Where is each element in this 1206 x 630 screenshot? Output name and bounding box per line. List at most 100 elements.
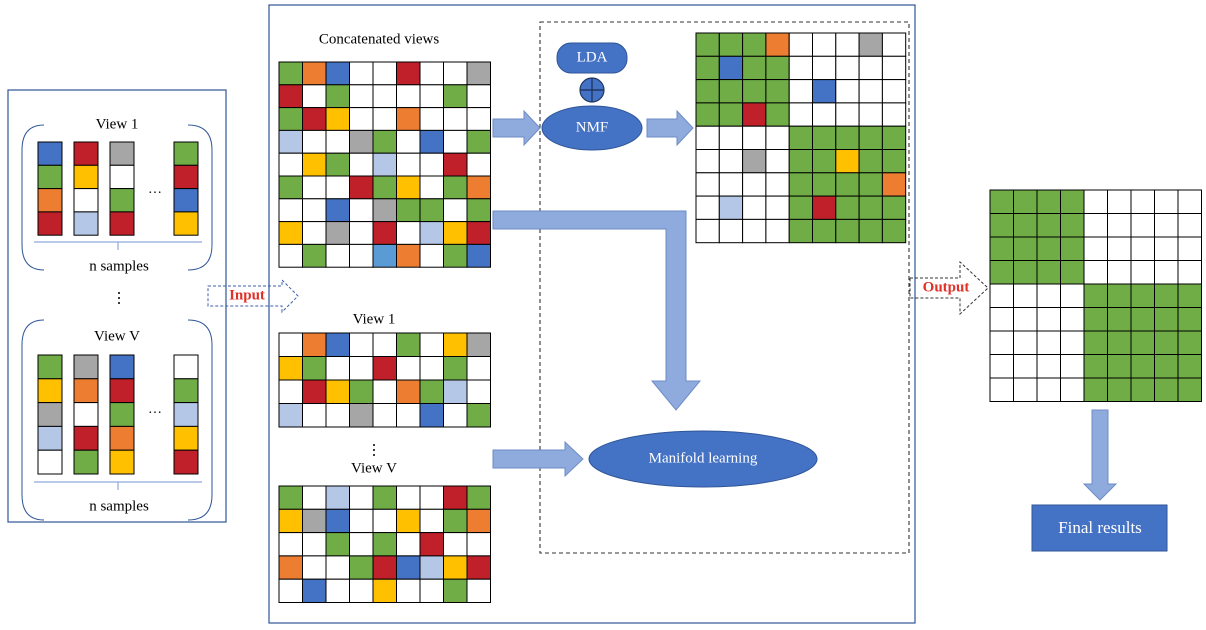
matrix-cell xyxy=(396,84,421,109)
matrix-cell xyxy=(742,32,767,57)
output-dashed-arrow xyxy=(909,260,989,316)
output-label: Output xyxy=(922,279,970,296)
matrix-cell xyxy=(1083,377,1108,402)
matrix-cell xyxy=(1154,307,1179,332)
matrix-cell xyxy=(765,195,790,220)
matrix-cell xyxy=(443,578,468,604)
matrix-cell xyxy=(718,172,744,197)
matrix-cell xyxy=(372,243,397,268)
matrix-cell xyxy=(325,508,350,534)
matrix-cell xyxy=(466,129,491,154)
matrix-cell xyxy=(1130,354,1155,379)
sample-cell xyxy=(37,425,63,451)
matrix-cell xyxy=(1036,260,1061,285)
matrix-cell xyxy=(466,243,491,268)
manifold-learning-label: Manifold learning xyxy=(648,450,758,467)
matrix-cell xyxy=(419,175,444,200)
result-to-final-arrow xyxy=(1082,409,1118,501)
matrix-cell xyxy=(419,578,444,604)
matrix-cell xyxy=(443,129,468,154)
matrix-cell xyxy=(812,79,837,104)
matrix-cell xyxy=(1154,283,1179,308)
matrix-cell xyxy=(349,532,374,557)
sample-cell xyxy=(173,354,199,380)
sample-cell xyxy=(73,354,99,380)
matrix-cell xyxy=(466,403,491,428)
matrix-cell xyxy=(325,84,350,109)
matrix-cell xyxy=(325,578,350,604)
matrix-cell xyxy=(396,107,421,131)
matrix-cell xyxy=(765,125,790,150)
matrix-cell xyxy=(396,243,421,268)
matrix-cell xyxy=(881,149,907,174)
matrix-cell xyxy=(349,578,374,604)
matrix-cell xyxy=(881,125,907,150)
matrix-cell xyxy=(788,125,814,150)
matrix-cell xyxy=(742,125,767,150)
matrix-cell xyxy=(1177,236,1202,261)
matrix-cell xyxy=(788,195,814,220)
matrix-cell xyxy=(1154,377,1179,402)
matrix-cell xyxy=(788,218,814,244)
matrix-cell xyxy=(989,283,1014,308)
matrix-cell xyxy=(349,485,374,510)
matrix-cell xyxy=(1060,189,1085,214)
matrix-cell xyxy=(396,129,421,154)
nmf-label: NMF xyxy=(575,119,609,136)
left-view1-ellipsis: … xyxy=(148,182,162,197)
matrix-cell xyxy=(835,172,860,197)
matrix-cell xyxy=(1060,260,1085,285)
sample-cell xyxy=(73,164,99,190)
matrix-cell xyxy=(349,379,374,404)
matrix-cell xyxy=(419,332,444,357)
matrix-cell xyxy=(1154,330,1179,355)
matrix-cell xyxy=(419,129,444,154)
matrix-cell xyxy=(835,149,860,174)
matrix-cell xyxy=(419,152,444,177)
matrix-cell xyxy=(349,152,374,177)
matrix-cell xyxy=(419,356,444,381)
matrix-cell xyxy=(858,55,883,81)
matrix-cell xyxy=(1154,189,1179,214)
matrix-cell xyxy=(466,578,491,604)
matrix-cell xyxy=(1060,377,1085,402)
matrix-cell xyxy=(1060,236,1085,261)
matrix-cell xyxy=(419,508,444,534)
matrix-cell xyxy=(372,508,397,534)
sample-cell xyxy=(109,164,135,190)
matrix-cell xyxy=(989,189,1014,214)
matrix-cell xyxy=(466,84,491,109)
matrix-cell xyxy=(278,356,303,381)
viewV-bracket xyxy=(21,319,213,521)
left-vertical-ellipsis: ⋮ xyxy=(111,290,127,307)
matrix-cell xyxy=(396,61,421,86)
sample-cell xyxy=(173,449,199,475)
final-results-box xyxy=(1031,504,1168,552)
sample-cell xyxy=(37,188,63,213)
matrix-cell xyxy=(443,356,468,381)
left-viewV-label: View V xyxy=(94,328,140,345)
matrix-cell xyxy=(765,79,790,104)
matrix-cell xyxy=(1060,307,1085,332)
mid-vertical-ellipsis: ⋮ xyxy=(366,442,382,459)
matrix-cell xyxy=(372,198,397,223)
matrix-cell xyxy=(881,218,907,244)
left-n-samples-2: n samples xyxy=(89,498,149,515)
matrix-cell xyxy=(349,403,374,428)
matrix-cell xyxy=(1036,189,1061,214)
matrix-cell xyxy=(881,55,907,81)
matrix-cell xyxy=(278,221,303,245)
sample-cell xyxy=(173,141,199,166)
sample-cell xyxy=(73,425,99,451)
matrix-cell xyxy=(1177,354,1202,379)
matrix-cell xyxy=(325,221,350,245)
matrix-cell xyxy=(419,243,444,268)
view1-sample-columns xyxy=(37,141,199,236)
sample-cell xyxy=(109,402,135,427)
matrix-cell xyxy=(1060,213,1085,238)
matrix-cell xyxy=(278,485,303,510)
matrix-cell xyxy=(325,198,350,223)
matrix-cell xyxy=(1036,377,1061,402)
matrix-cell xyxy=(718,218,744,244)
matrix-cell xyxy=(349,107,374,131)
